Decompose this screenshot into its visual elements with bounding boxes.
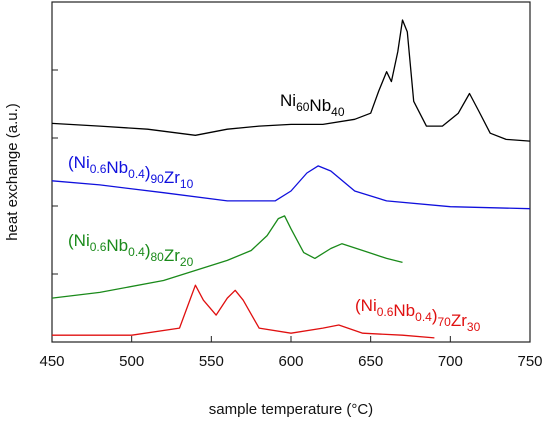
label-part: Nb [309, 96, 331, 115]
subscript: 0.6 [377, 305, 394, 319]
label-part: (Ni [68, 231, 90, 250]
label-part: ) [432, 306, 438, 325]
x-tick-label: 450 [39, 353, 64, 370]
subscript: 0.6 [90, 240, 107, 254]
subscript: 0.6 [90, 162, 107, 176]
legend-label: (Ni0.6Nb0.4)70Zr30 [355, 296, 481, 334]
subscript: 60 [296, 100, 310, 114]
x-tick-label: 500 [119, 353, 144, 370]
subscript: 70 [438, 315, 452, 329]
subscript: 40 [331, 105, 345, 119]
x-tick-label: 750 [517, 353, 542, 370]
legend-label: (Ni0.6Nb0.4)80Zr20 [68, 231, 194, 269]
subscript: 20 [180, 255, 194, 269]
subscript: 30 [467, 320, 481, 334]
x-tick-label: 700 [438, 353, 463, 370]
series-line [51, 19, 531, 142]
x-tick-label: 550 [199, 353, 224, 370]
subscript: 10 [180, 177, 194, 191]
x-tick-label: 600 [278, 353, 303, 370]
subscript: 0.4 [128, 245, 145, 259]
subscript: 80 [151, 250, 165, 264]
subscript: 0.4 [128, 167, 145, 181]
label-part: ) [145, 241, 151, 260]
label-part: Nb [393, 301, 415, 320]
label-part: (Ni [68, 153, 90, 172]
label-part: Nb [106, 236, 128, 255]
subscript: 90 [151, 172, 165, 186]
label-part: Zr [451, 311, 467, 330]
legend-label: (Ni0.6Nb0.4)90Zr10 [68, 153, 194, 191]
x-tick-label: 650 [358, 353, 383, 370]
x-axis-title: sample temperature (°C) [209, 401, 373, 418]
label-part: Zr [164, 168, 180, 187]
label-part: Zr [164, 246, 180, 265]
label-part: ) [145, 163, 151, 182]
label-part: Nb [106, 158, 128, 177]
subscript: 0.4 [415, 310, 432, 324]
legend-label: Ni60Nb40 [280, 91, 345, 119]
y-axis-title: heat exchange (a.u.) [4, 103, 21, 241]
label-part: (Ni [355, 296, 377, 315]
label-part: Ni [280, 91, 296, 110]
series-line [52, 284, 435, 339]
series-line [51, 215, 403, 299]
series-line [51, 165, 531, 210]
